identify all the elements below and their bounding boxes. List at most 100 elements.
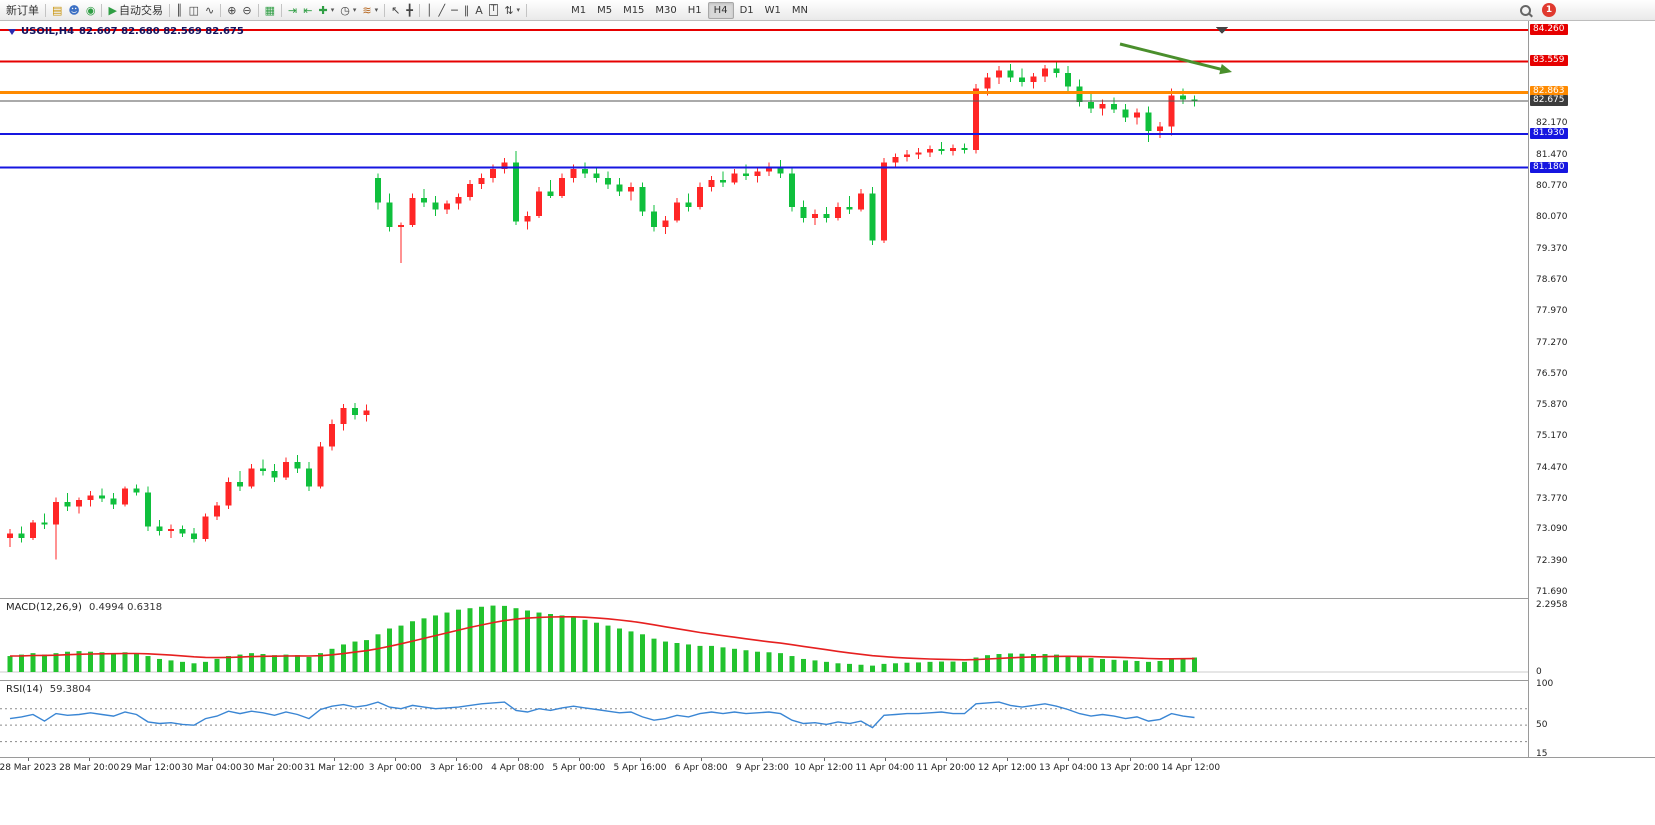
crosshair-button[interactable]: ╋ bbox=[403, 2, 416, 19]
time-tick bbox=[150, 758, 152, 761]
new-chart-icon: ✚ bbox=[318, 3, 328, 17]
time-tick bbox=[334, 758, 335, 761]
zoom-in-icon: ⊕ bbox=[227, 3, 237, 17]
rsi-value: 59.3804 bbox=[49, 684, 92, 695]
rsi-splitter[interactable] bbox=[0, 680, 1655, 681]
timeframe-m1-button[interactable]: M1 bbox=[571, 4, 587, 16]
bar-chart-button[interactable]: ║ bbox=[173, 2, 186, 19]
text-box-button[interactable]: T bbox=[486, 2, 502, 19]
indicators-dropdown[interactable]: ≋ ▾ bbox=[359, 2, 381, 19]
time-tick bbox=[1068, 758, 1070, 761]
dropdown-caret-icon: ▾ bbox=[374, 6, 379, 14]
timeframe-m5-button[interactable]: M5 bbox=[597, 4, 613, 16]
time-tick bbox=[823, 758, 825, 761]
trendline-button[interactable]: ╱ bbox=[436, 2, 449, 19]
timeframe-h4-button[interactable]: H4 bbox=[707, 1, 734, 19]
macd-splitter[interactable] bbox=[0, 598, 1655, 599]
notification-badge[interactable]: 1 bbox=[1542, 3, 1556, 17]
timeframe-h1-button[interactable]: H1 bbox=[687, 4, 702, 16]
search-icon bbox=[1520, 4, 1531, 16]
vertical-line-button[interactable]: │ bbox=[423, 2, 436, 19]
time-label: 14 Apr 12:00 bbox=[1161, 763, 1221, 773]
auto-scroll-button[interactable]: ⇥ bbox=[285, 2, 300, 19]
dropdown-caret-icon: ▾ bbox=[330, 6, 335, 14]
indicators-icon: ≋ bbox=[362, 3, 372, 17]
price-tick-label: 80.070 bbox=[1536, 212, 1568, 223]
time-label: 9 Apr 23:00 bbox=[735, 763, 789, 773]
time-label: 28 Mar 20:00 bbox=[59, 763, 120, 773]
macd-panel[interactable]: MACD(12,26,9) 0.4994 0.6318 bbox=[0, 600, 1528, 680]
candlestick-chart-button[interactable]: ◫ bbox=[186, 2, 202, 19]
auto-scroll-icon: ⇥ bbox=[288, 3, 298, 17]
time-label: 30 Mar 04:00 bbox=[181, 763, 242, 773]
toolbar-separator bbox=[220, 3, 222, 17]
time-label: 30 Mar 20:00 bbox=[242, 763, 303, 773]
toolbar-separator bbox=[526, 3, 528, 17]
main-chart-canvas[interactable] bbox=[0, 26, 1528, 598]
rsi-axis-label: 15 bbox=[1536, 749, 1548, 759]
price-level-badge: 84.260 bbox=[1530, 24, 1568, 35]
arrows-dropdown[interactable]: ⇅ ▾ bbox=[501, 2, 523, 19]
cursor-button[interactable]: ↖ bbox=[388, 2, 403, 19]
price-tick-label: 82.170 bbox=[1536, 118, 1568, 129]
auto-trading-button[interactable]: ▶ 自动交易 bbox=[105, 2, 165, 19]
price-tick-label: 71.690 bbox=[1536, 587, 1568, 597]
equidistant-channel-button[interactable]: ∥ bbox=[461, 2, 473, 19]
price-tick-label: 73.090 bbox=[1536, 524, 1568, 535]
horizontal-line-icon: ─ bbox=[451, 3, 458, 17]
main-chart-region[interactable]: USOIL,H4 82.607 82.680 82.569 82.675 bbox=[0, 20, 1528, 598]
time-label: 31 Mar 12:00 bbox=[303, 763, 365, 773]
time-tick bbox=[517, 758, 519, 761]
horizontal-line-button[interactable]: ─ bbox=[448, 2, 461, 19]
zoom-in-button[interactable]: ⊕ bbox=[224, 2, 239, 19]
price-level-badge: 82.675 bbox=[1530, 94, 1568, 106]
tile-windows-icon: ▦ bbox=[264, 3, 276, 17]
charts-folder-button[interactable]: ▤ bbox=[49, 2, 65, 19]
broadcast-button[interactable]: ◉ bbox=[83, 2, 99, 19]
chart-shift-icon: ⇤ bbox=[303, 3, 313, 17]
time-label: 5 Apr 16:00 bbox=[613, 763, 667, 773]
timeframe-m30-button[interactable]: M30 bbox=[655, 4, 677, 16]
dropdown-caret-icon: ▾ bbox=[352, 6, 357, 14]
text-label-button[interactable]: A bbox=[472, 2, 486, 19]
time-tick bbox=[395, 758, 397, 761]
time-label: 29 Mar 12:00 bbox=[120, 763, 181, 773]
line-chart-button[interactable]: ∿ bbox=[202, 2, 217, 19]
tile-windows-button[interactable]: ▦ bbox=[262, 2, 278, 19]
time-tick bbox=[946, 758, 947, 761]
rsi-panel[interactable]: RSI(14) 59.3804 bbox=[0, 682, 1528, 757]
timeframe-mn-button[interactable]: MN bbox=[791, 4, 808, 16]
macd-values: 0.4994 0.6318 bbox=[88, 602, 163, 613]
crosshair-icon: ╋ bbox=[406, 3, 413, 17]
profile-button[interactable]: ☻ bbox=[65, 2, 82, 19]
cursor-icon: ↖ bbox=[391, 3, 401, 17]
price-level-badge: 83.559 bbox=[1530, 55, 1568, 67]
time-label: 13 Apr 20:00 bbox=[1100, 763, 1159, 773]
zoom-out-icon: ⊖ bbox=[242, 3, 252, 17]
price-tick-label: 81.470 bbox=[1536, 149, 1568, 160]
new-chart-dropdown[interactable]: ✚ ▾ bbox=[315, 2, 337, 19]
macd-axis-max: 2.2958 bbox=[1536, 600, 1568, 610]
time-label: 6 Apr 08:00 bbox=[674, 763, 728, 773]
time-tick bbox=[1007, 758, 1009, 761]
timeframe-w1-button[interactable]: W1 bbox=[764, 4, 781, 16]
trendline-icon: ╱ bbox=[438, 3, 446, 17]
price-tick-label: 73.770 bbox=[1536, 494, 1568, 504]
price-level-badge: 81.930 bbox=[1530, 128, 1568, 140]
time-tick bbox=[762, 758, 764, 761]
search-button[interactable] bbox=[1517, 2, 1534, 19]
periods-dropdown[interactable]: ◷ ▾ bbox=[337, 2, 359, 19]
chart-shift-button[interactable]: ⇤ bbox=[300, 2, 315, 19]
profile-icon: ☻ bbox=[68, 3, 80, 17]
price-axis[interactable]: 82.170 81.470 80.770 80.070 79.370 78.670 77.9… bbox=[1528, 20, 1655, 759]
timeframe-d1-button[interactable]: D1 bbox=[739, 4, 754, 16]
zoom-out-button[interactable]: ⊖ bbox=[239, 2, 254, 19]
vertical-line-icon: │ bbox=[425, 3, 433, 17]
rsi-canvas bbox=[0, 701, 1528, 743]
time-axis[interactable]: 28 Mar 2023 28 Mar 20:00 29 Mar 12:00 30 Ma… bbox=[0, 757, 1655, 778]
macd-name: MACD(12,26,9) bbox=[6, 602, 82, 613]
price-tick-label: 74.470 bbox=[1536, 462, 1568, 473]
time-label: 13 Apr 04:00 bbox=[1039, 763, 1098, 773]
new-order-button[interactable]: 新订单 bbox=[3, 2, 42, 19]
timeframe-m15-button[interactable]: M15 bbox=[623, 4, 645, 16]
